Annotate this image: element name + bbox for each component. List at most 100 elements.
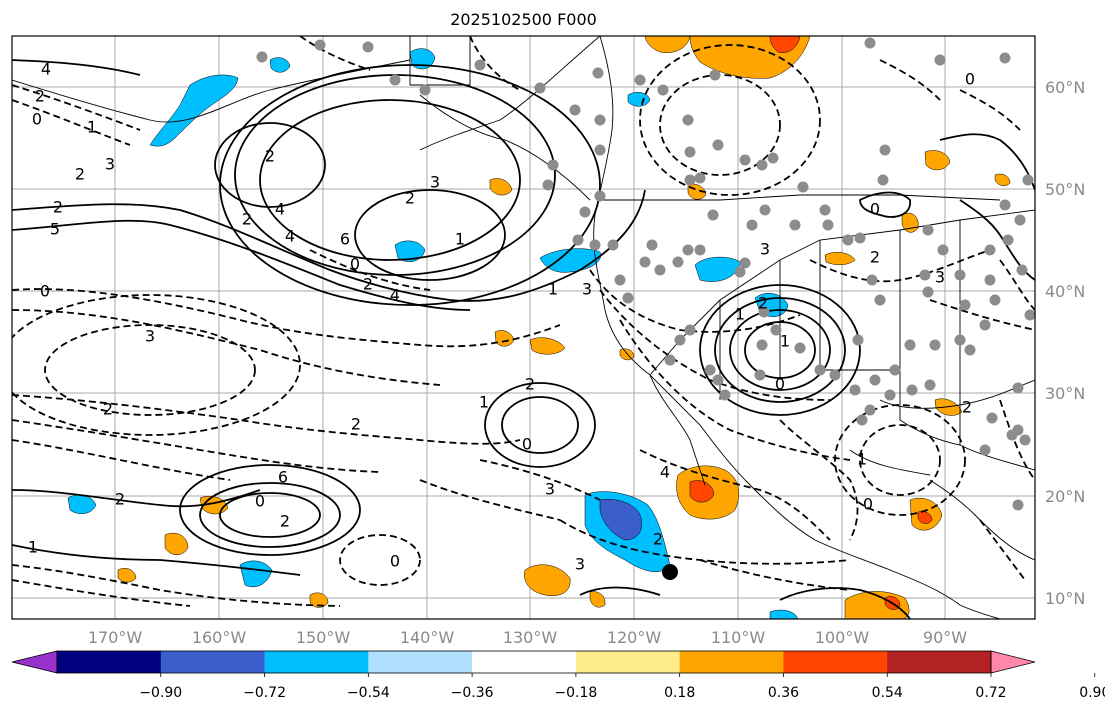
- station-dot: [822, 219, 834, 231]
- longitude-label: 150°W: [296, 628, 351, 647]
- station-dot: [734, 266, 746, 278]
- station-dot: [572, 234, 584, 246]
- station-dot: [1024, 309, 1035, 321]
- shade-patch: [644, 36, 691, 53]
- latitude-labels: 60°N 50°N 40°N 30°N 20°N 10°N: [1045, 78, 1085, 608]
- longitude-label: 100°W: [815, 628, 870, 647]
- contour-label: 2: [115, 490, 125, 509]
- contour-label: 0: [965, 70, 975, 89]
- station-dot: [657, 84, 669, 96]
- station-dot: [607, 239, 619, 251]
- contour-label: 6: [278, 468, 288, 487]
- station-dot: [954, 334, 966, 346]
- station-dot: [682, 114, 694, 126]
- station-dot: [674, 334, 686, 346]
- longitude-label: 120°W: [607, 628, 662, 647]
- colorbar-extend-low: [11, 650, 58, 674]
- latitude-label: 60°N: [1045, 78, 1085, 97]
- contour-label: 4: [285, 227, 295, 246]
- shade-patch: [524, 564, 571, 596]
- station-dot: [707, 209, 719, 221]
- shade-patch: [149, 74, 239, 147]
- shade-patch: [394, 240, 426, 262]
- contour-label: 2: [351, 415, 361, 434]
- station-dot: [579, 206, 591, 218]
- station-dot: [854, 232, 866, 244]
- station-dot: [1012, 499, 1024, 511]
- colorbar-tick-label: −0.54: [347, 685, 390, 701]
- station-dot: [682, 244, 694, 256]
- station-dot: [884, 389, 896, 401]
- station-dot: [922, 224, 934, 236]
- station-dot: [889, 364, 901, 376]
- station-dot: [712, 139, 724, 151]
- station-dot: [594, 190, 606, 202]
- station-dot: [770, 324, 782, 336]
- contour-label: 2: [280, 512, 290, 531]
- station-dot: [592, 67, 604, 79]
- station-dot: [989, 294, 1001, 306]
- station-dot: [759, 204, 771, 216]
- contour-label: 2: [265, 147, 275, 166]
- colorbar-tick-label: −0.90: [139, 685, 182, 701]
- station-dot: [646, 239, 658, 251]
- longitude-label: 110°W: [711, 628, 766, 647]
- colorbar-frame: [56, 650, 992, 674]
- station-dot: [874, 294, 886, 306]
- contour-label: 2: [103, 400, 113, 419]
- storm-marker: [662, 564, 678, 580]
- contour-label: 0: [390, 552, 400, 571]
- station-dot: [954, 269, 966, 281]
- station-dot: [866, 274, 878, 286]
- station-dot: [419, 84, 431, 96]
- contour-label: 1: [780, 332, 790, 351]
- station-dot: [712, 374, 724, 386]
- station-dot: [797, 181, 809, 193]
- station-dot: [794, 342, 806, 354]
- station-dot: [314, 39, 326, 51]
- station-dot: [739, 257, 751, 269]
- station-dot: [904, 339, 916, 351]
- contour-label: 0: [775, 375, 785, 394]
- station-dot: [256, 51, 268, 63]
- station-dot: [756, 159, 768, 171]
- station-dot: [684, 324, 696, 336]
- station-dot: [864, 404, 876, 416]
- station-dot: [622, 292, 634, 304]
- contour-label: 2: [653, 530, 663, 549]
- latitude-label: 30°N: [1045, 384, 1085, 403]
- shade-patch: [824, 252, 856, 265]
- station-dot: [819, 204, 831, 216]
- station-dot: [856, 414, 868, 426]
- station-dot: [694, 244, 706, 256]
- contour-label: 2: [870, 248, 880, 267]
- longitude-label: 130°W: [503, 628, 558, 647]
- map-frame: [11, 35, 1036, 620]
- contour-label: 0: [32, 110, 42, 129]
- colorbar-tick-label: −0.72: [243, 685, 286, 701]
- shade-patch: [409, 48, 436, 70]
- station-dot: [474, 59, 486, 71]
- contour-label: 3: [760, 240, 770, 259]
- colorbar-tick-label: 0.18: [664, 685, 695, 701]
- shade-patch: [164, 532, 189, 555]
- longitude-label: 160°W: [192, 628, 247, 647]
- station-dot: [852, 334, 864, 346]
- station-dot: [984, 274, 996, 286]
- station-dot: [746, 219, 758, 231]
- contour-label: 4: [275, 200, 285, 219]
- contour-label: 2: [962, 398, 972, 417]
- station-dot: [979, 444, 991, 456]
- contour-label: 0: [870, 200, 880, 219]
- station-dot: [879, 144, 891, 156]
- station-dot: [999, 52, 1011, 64]
- contour-label: 1: [735, 305, 745, 324]
- latitude-label: 10°N: [1045, 589, 1085, 608]
- colorbar-segment: [160, 651, 266, 673]
- contour-label: 6: [340, 230, 350, 249]
- station-dot: [924, 379, 936, 391]
- contour-label: 3: [582, 280, 592, 299]
- shade-patch: [689, 480, 715, 503]
- contour-label: 2: [75, 165, 85, 184]
